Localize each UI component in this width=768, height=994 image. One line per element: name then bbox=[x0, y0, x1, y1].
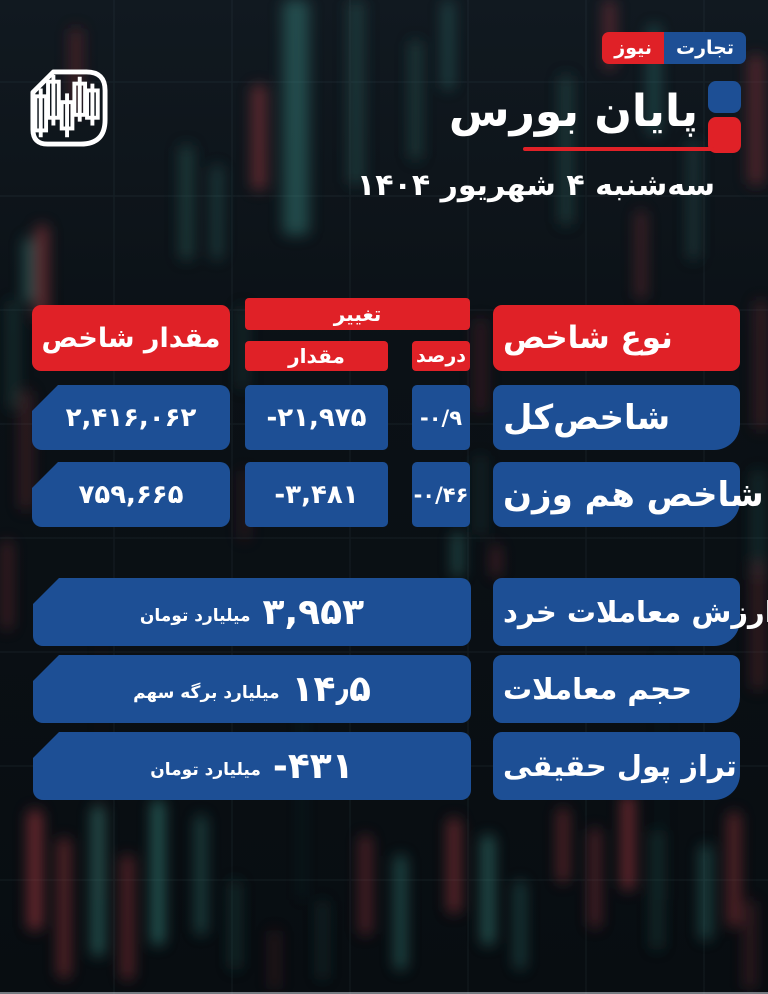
index-row-change: -۳,۴۸۱ bbox=[245, 462, 388, 527]
stat-value: ۱۴٫۵ میلیارد برگه سهم bbox=[33, 655, 471, 723]
stat-unit: میلیارد تومان bbox=[139, 606, 251, 626]
index-row-value: ۲,۴۱۶,۰۶۲ bbox=[32, 385, 230, 450]
page-title: پایان بورس bbox=[448, 86, 699, 137]
stat-number: ۳,۹۵۳ bbox=[262, 591, 365, 633]
candlestick-logo-icon bbox=[30, 69, 108, 147]
index-row-percent: -۰/۴۶ bbox=[412, 462, 470, 527]
header-index-value: مقدار شاخص bbox=[32, 305, 230, 371]
stat-label: تراز پول حقیقی bbox=[493, 732, 740, 800]
index-row-name: شاخص هم وزن bbox=[493, 462, 764, 527]
stat-label: حجم معاملات bbox=[493, 655, 740, 723]
stat-value: ۳,۹۵۳ میلیارد تومان bbox=[33, 578, 471, 646]
header-value: مقدار bbox=[245, 341, 388, 371]
title-mark-blue-icon bbox=[708, 81, 741, 113]
stat-number: -۴۳۱ bbox=[272, 745, 354, 787]
index-row-value: ۷۵۹,۶۶۵ bbox=[32, 462, 230, 527]
date-text: سه‌شنبه ۴ شهریور ۱۴۰۴ bbox=[356, 168, 715, 203]
bottom-edge-line bbox=[0, 992, 768, 994]
stat-label: ارزش معاملات خرد bbox=[493, 578, 768, 646]
title-underline bbox=[523, 147, 714, 151]
brand-badge-blue-label: تجارت bbox=[664, 32, 746, 64]
index-row-name: شاخص‌کل bbox=[493, 385, 740, 450]
header-change: تغییر bbox=[245, 298, 470, 330]
index-row-percent: -۰/۹ bbox=[412, 385, 470, 450]
stat-value: -۴۳۱ میلیارد تومان bbox=[33, 732, 471, 800]
brand-badge: نیوز تجارت bbox=[602, 32, 746, 64]
header-percent: درصد bbox=[412, 341, 470, 371]
header-index-type: نوع شاخص bbox=[493, 305, 740, 371]
stat-unit: میلیارد تومان bbox=[150, 760, 261, 780]
stat-number: ۱۴٫۵ bbox=[291, 668, 371, 710]
brand-badge-red-label: نیوز bbox=[602, 32, 664, 64]
index-row-change: -۲۱,۹۷۵ bbox=[245, 385, 388, 450]
stat-unit: میلیارد برگه سهم bbox=[133, 683, 280, 703]
